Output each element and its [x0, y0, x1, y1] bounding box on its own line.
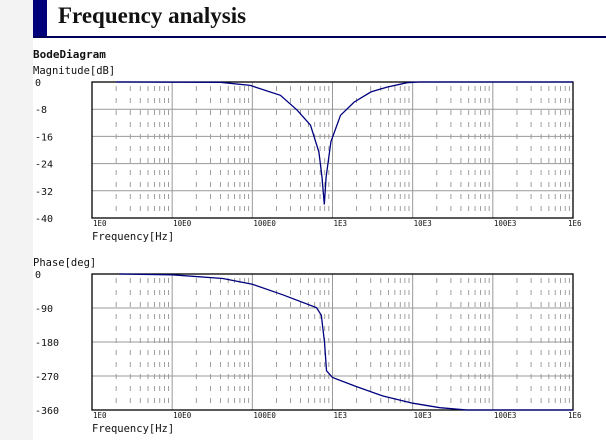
y-axis-label: Magnitude[dB]: [33, 65, 115, 77]
x-tick-label: 10E3: [414, 219, 432, 228]
phase-plot: Phase[deg] 1E0 10E0 100E0 1E3 10E3 100E3 1E6 0 -9…: [33, 257, 582, 435]
x-tick-label: 100E3: [494, 219, 517, 228]
y-tick-label: -270: [35, 372, 59, 383]
x-tick-label: 1E0: [93, 219, 107, 228]
phase-curve: [119, 273, 573, 411]
x-tick-label: 1E6: [568, 411, 582, 420]
y-tick-label: -180: [35, 338, 59, 349]
header-underline: [33, 36, 606, 38]
chart-title: BodeDiagram: [33, 48, 106, 61]
x-axis-label: Frequency[Hz]: [92, 231, 174, 243]
y-tick-label: -32: [35, 187, 53, 198]
x-tick-label: 100E0: [253, 219, 276, 228]
x-tick-label: 100E0: [253, 411, 276, 420]
x-tick-label: 10E3: [414, 411, 432, 420]
y-tick-label: -16: [35, 132, 53, 143]
y-tick-label: -90: [35, 304, 53, 315]
x-tick-label: 10E0: [173, 219, 192, 228]
y-axis-label: Phase[deg]: [33, 257, 96, 269]
y-tick-label: 0: [35, 270, 41, 281]
plot-frame: [91, 81, 574, 219]
page-margin: [0, 0, 33, 440]
page-title: Frequency analysis: [58, 3, 247, 28]
magnitude-plot: BodeDiagram Magnitude[dB] 1E0 10E0 100E0 1E3 1…: [33, 48, 582, 243]
x-tick-label: 1E6: [568, 219, 582, 228]
y-tick-label: 0: [35, 78, 41, 89]
x-tick-label: 1E3: [334, 411, 348, 420]
plot-frame: [91, 273, 574, 411]
y-tick-label: -40: [35, 214, 53, 225]
x-tick-label: 1E0: [93, 411, 107, 420]
y-tick-label: -24: [35, 160, 53, 171]
x-axis-label: Frequency[Hz]: [92, 423, 174, 435]
x-tick-label: 100E3: [494, 411, 517, 420]
x-tick-label: 10E0: [173, 411, 192, 420]
magnitude-curve: [116, 81, 573, 205]
y-tick-label: -360: [35, 406, 59, 417]
y-tick-label: -8: [35, 105, 47, 116]
x-tick-label: 1E3: [334, 219, 348, 228]
header-accent-bar: [33, 0, 47, 37]
